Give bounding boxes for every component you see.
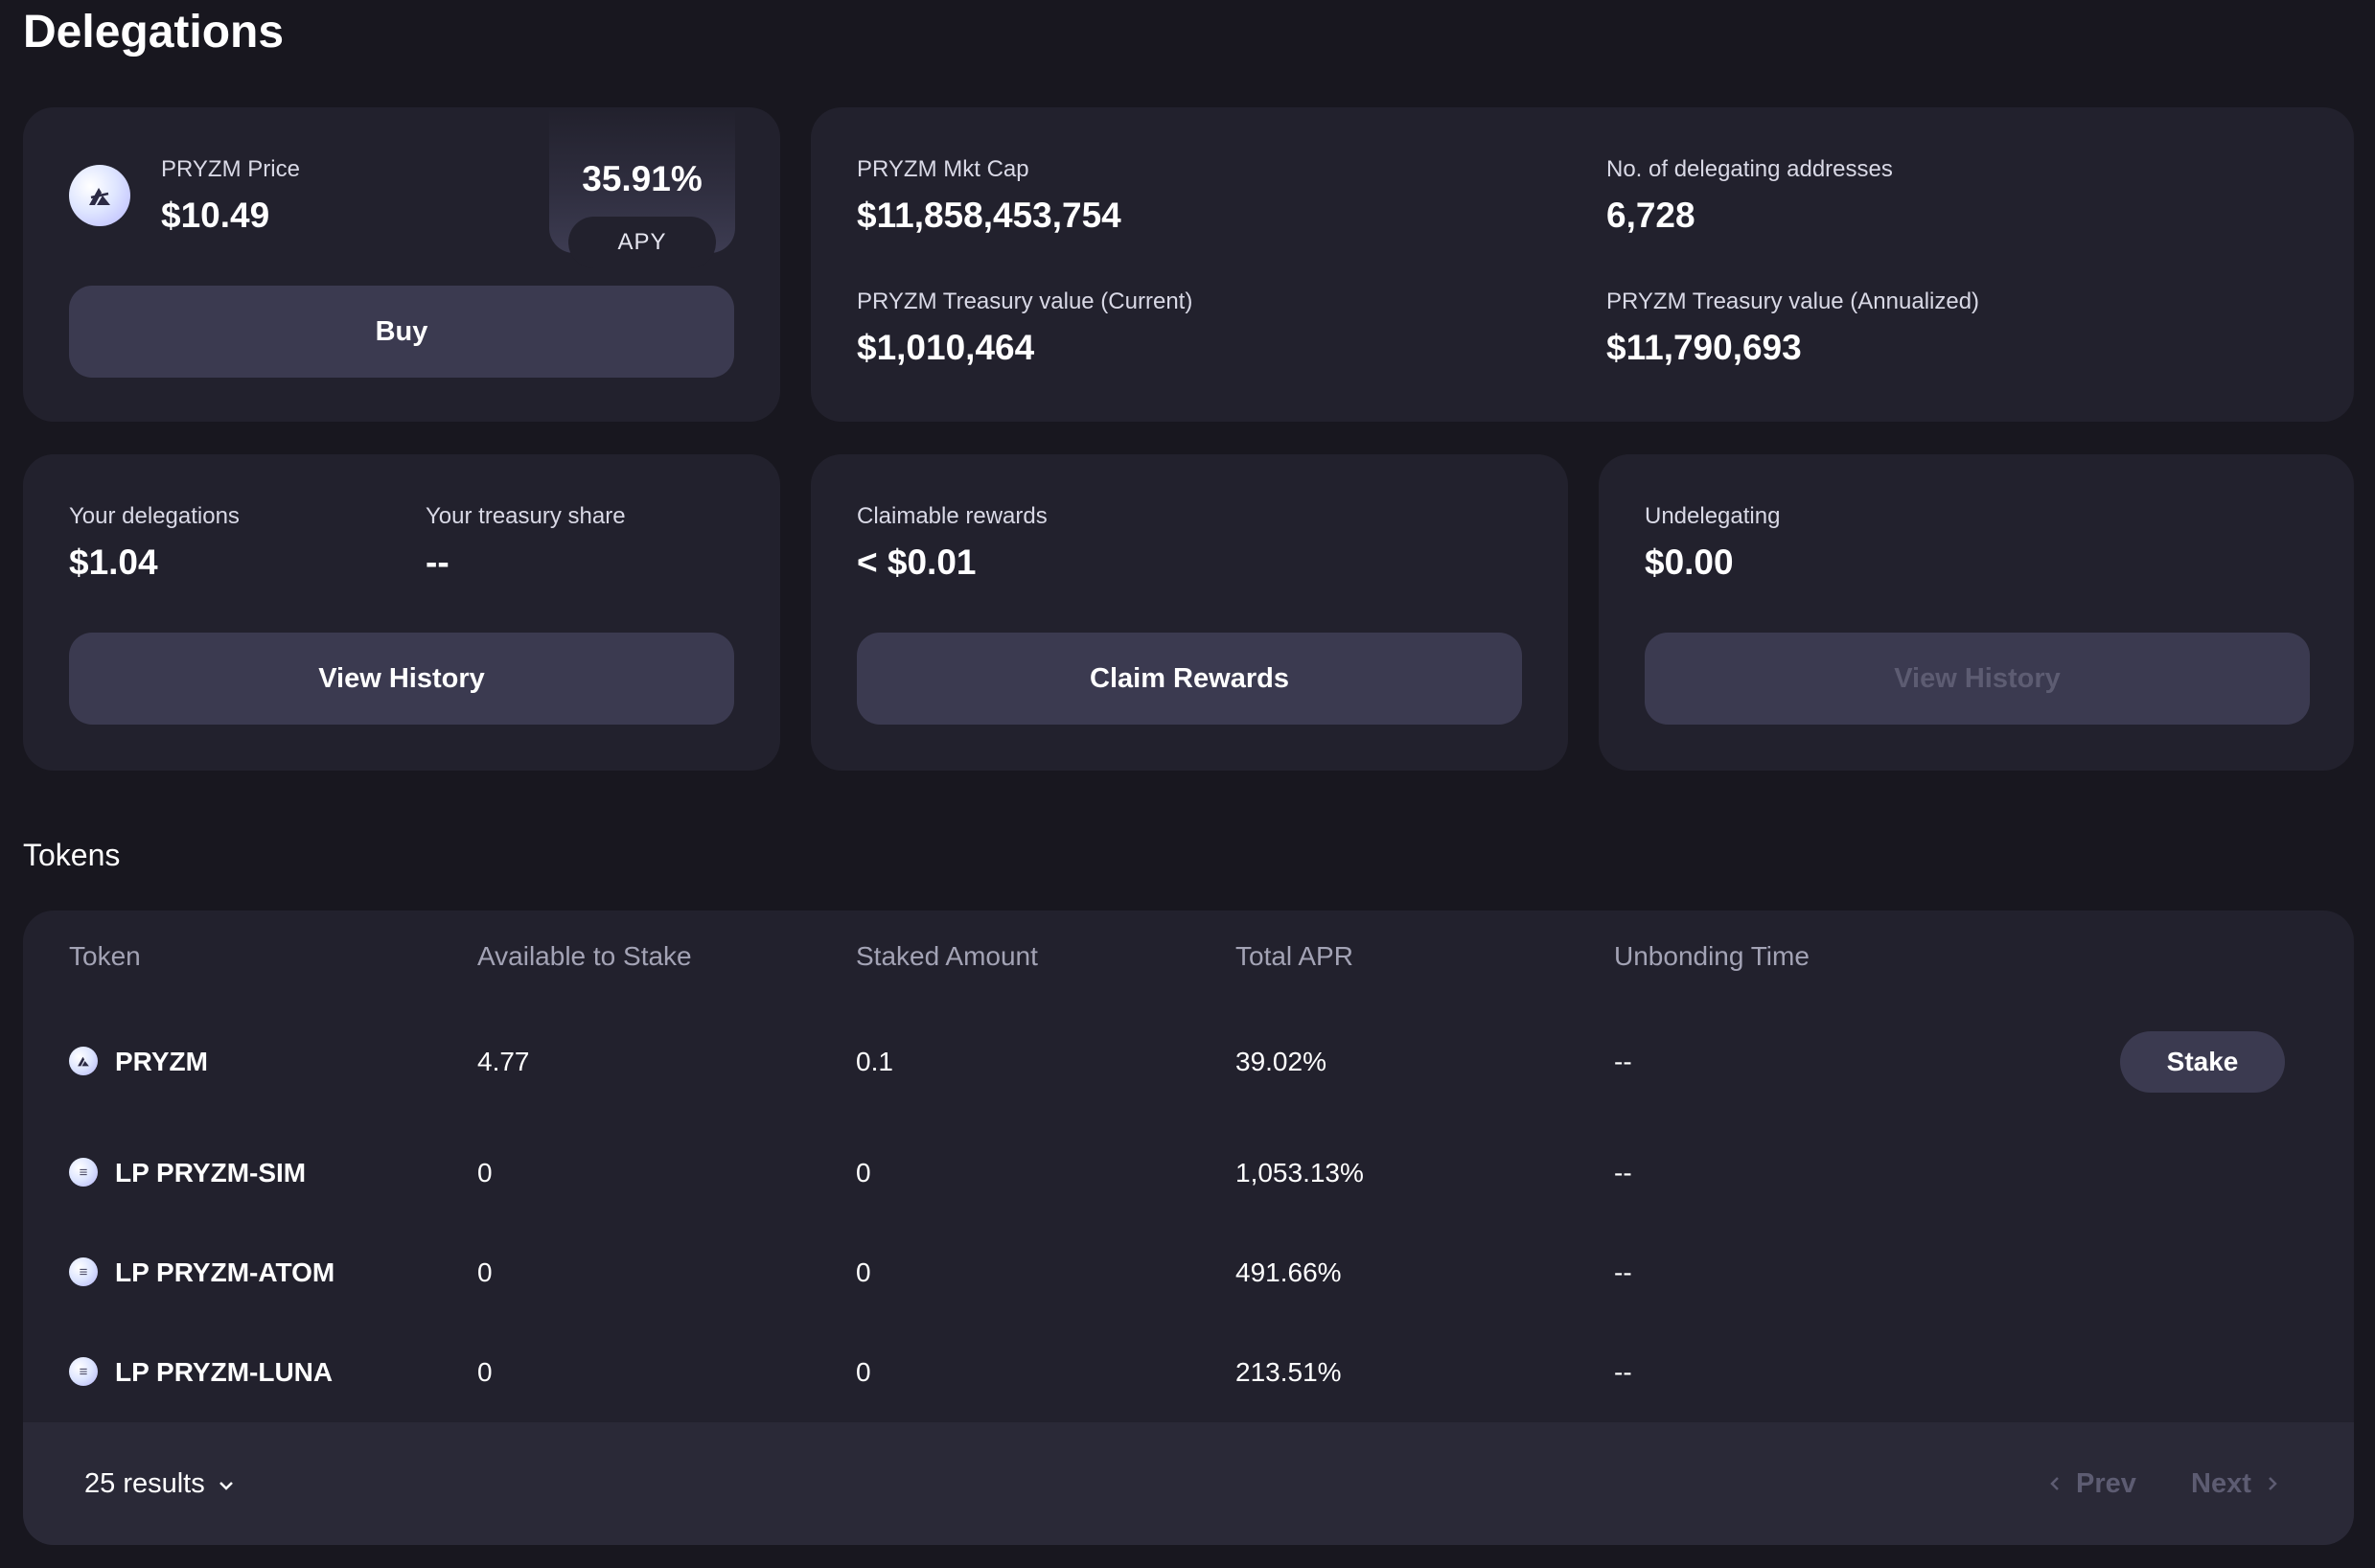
table-row[interactable]: PRYZM 4.77 0.1 39.02% -- <box>23 1014 2354 1110</box>
lp-token-icon: ≡ <box>69 1257 98 1286</box>
prev-label: Prev <box>2076 1468 2136 1499</box>
unbonding-time: -- <box>1614 1257 1632 1287</box>
delegating-addresses-value: 6,728 <box>1606 196 1695 235</box>
buy-button[interactable]: Buy <box>69 286 734 378</box>
undelegating-value: $0.00 <box>1645 542 1734 582</box>
your-delegations-value: $1.04 <box>69 542 158 582</box>
price-label: PRYZM Price <box>161 156 300 182</box>
staked-amount: 0 <box>856 1158 871 1188</box>
apy-value: 35.91% <box>582 159 703 198</box>
total-apr: 491.66% <box>1235 1257 1342 1287</box>
next-page-button[interactable]: Next <box>2191 1466 2278 1501</box>
token-name: LP PRYZM-SIM <box>115 1158 307 1188</box>
column-header-apr: Total APR <box>1235 941 1353 971</box>
delegating-addresses-label: No. of delegating addresses <box>1606 156 1893 182</box>
undelegating-view-history-button[interactable]: View History <box>1645 633 2310 725</box>
chevron-right-icon <box>2267 1466 2278 1501</box>
available-to-stake: 4.77 <box>477 1047 530 1076</box>
undelegating-label: Undelegating <box>1645 503 1781 529</box>
price-card: 35.91% APY PRYZM Price $10.49 Buy <box>23 107 780 422</box>
staked-amount: 0 <box>856 1257 871 1287</box>
token-name: LP PRYZM-LUNA <box>115 1357 334 1387</box>
results-per-page-dropdown[interactable]: 25 results <box>84 1466 236 1501</box>
chevron-down-icon <box>217 1466 236 1501</box>
treasury-share-label: Your treasury share <box>426 503 626 529</box>
lp-token-icon: ≡ <box>69 1158 98 1187</box>
treasury-current-label: PRYZM Treasury value (Current) <box>857 288 1193 314</box>
treasury-annualized-value: $11,790,693 <box>1606 328 1802 367</box>
pryzm-logo-icon <box>69 1047 98 1075</box>
total-apr: 1,053.13% <box>1235 1158 1364 1188</box>
column-header-available: Available to Stake <box>477 941 692 971</box>
total-apr: 213.51% <box>1235 1357 1342 1387</box>
table-row[interactable]: ≡ LP PRYZM-SIM 0 0 1,053.13% -- <box>23 1125 2354 1221</box>
staked-amount: 0.1 <box>856 1047 893 1076</box>
next-label: Next <box>2191 1468 2251 1499</box>
view-history-button[interactable]: View History <box>69 633 734 725</box>
treasury-share-value: -- <box>426 542 450 582</box>
page-title: Delegations <box>23 7 285 58</box>
rewards-card: Claimable rewards < $0.01 Claim Rewards <box>811 454 1568 771</box>
apy-badge: 35.91% APY <box>549 109 735 268</box>
tokens-section-title: Tokens <box>23 838 121 872</box>
stats-card: PRYZM Mkt Cap $11,858,453,754 No. of del… <box>811 107 2354 422</box>
pryzm-logo-icon <box>69 165 130 226</box>
column-header-unbonding: Unbonding Time <box>1614 941 1810 971</box>
table-row[interactable]: ≡ LP PRYZM-LUNA 0 0 213.51% -- <box>23 1325 2354 1420</box>
unbonding-time: -- <box>1614 1158 1632 1188</box>
mkt-cap-label: PRYZM Mkt Cap <box>857 156 1029 182</box>
your-delegations-label: Your delegations <box>69 503 240 529</box>
table-row[interactable]: ≡ LP PRYZM-ATOM 0 0 491.66% -- <box>23 1225 2354 1321</box>
price-value: $10.49 <box>161 196 270 235</box>
lp-token-icon: ≡ <box>69 1357 98 1386</box>
available-to-stake: 0 <box>477 1158 493 1188</box>
available-to-stake: 0 <box>477 1357 493 1387</box>
unbonding-time: -- <box>1614 1047 1632 1076</box>
table-footer: 25 results Prev Next <box>23 1422 2354 1545</box>
mkt-cap-value: $11,858,453,754 <box>857 196 1121 235</box>
column-header-token: Token <box>69 941 141 971</box>
column-header-staked: Staked Amount <box>856 941 1038 971</box>
apy-label: APY <box>568 217 716 268</box>
staked-amount: 0 <box>856 1357 871 1387</box>
undelegating-card: Undelegating $0.00 View History <box>1599 454 2354 771</box>
results-count: 25 results <box>84 1468 205 1499</box>
available-to-stake: 0 <box>477 1257 493 1287</box>
token-name: LP PRYZM-ATOM <box>115 1257 335 1287</box>
total-apr: 39.02% <box>1235 1047 1326 1076</box>
treasury-current-value: $1,010,464 <box>857 328 1035 367</box>
stake-button[interactable]: Stake <box>2120 1031 2285 1093</box>
chevron-left-icon <box>2049 1466 2061 1501</box>
claimable-rewards-value: < $0.01 <box>857 542 977 582</box>
token-name: PRYZM <box>115 1047 208 1076</box>
unbonding-time: -- <box>1614 1357 1632 1387</box>
prev-page-button[interactable]: Prev <box>2049 1466 2136 1501</box>
delegations-card: Your delegations $1.04 Your treasury sha… <box>23 454 780 771</box>
claim-rewards-button[interactable]: Claim Rewards <box>857 633 1522 725</box>
treasury-annualized-label: PRYZM Treasury value (Annualized) <box>1606 288 1980 314</box>
claimable-rewards-label: Claimable rewards <box>857 503 1048 529</box>
